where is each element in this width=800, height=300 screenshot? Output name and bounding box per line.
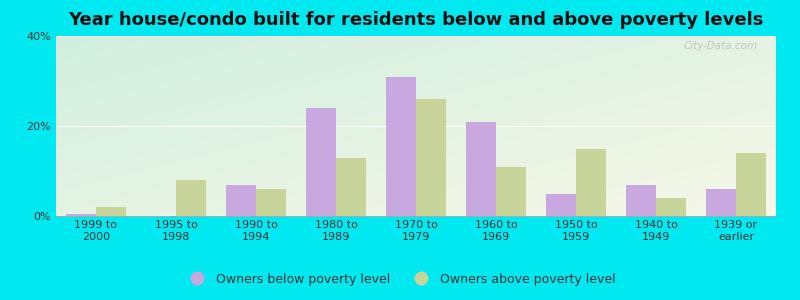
Bar	[706, 189, 736, 216]
Bar	[336, 158, 366, 216]
Bar	[576, 148, 606, 216]
Bar	[306, 108, 336, 216]
Bar	[226, 184, 256, 216]
Bar	[736, 153, 766, 216]
Bar	[176, 180, 206, 216]
Bar	[256, 189, 286, 216]
Bar	[66, 214, 96, 216]
Legend: Owners below poverty level, Owners above poverty level: Owners below poverty level, Owners above…	[179, 268, 621, 291]
Text: City-Data.com: City-Data.com	[684, 41, 758, 51]
Bar	[386, 76, 416, 216]
Bar	[546, 194, 576, 216]
Title: Year house/condo built for residents below and above poverty levels: Year house/condo built for residents bel…	[68, 11, 764, 29]
Bar	[656, 198, 686, 216]
Bar	[626, 184, 656, 216]
Bar	[416, 99, 446, 216]
Bar	[96, 207, 126, 216]
Bar	[496, 167, 526, 216]
Bar	[466, 122, 496, 216]
